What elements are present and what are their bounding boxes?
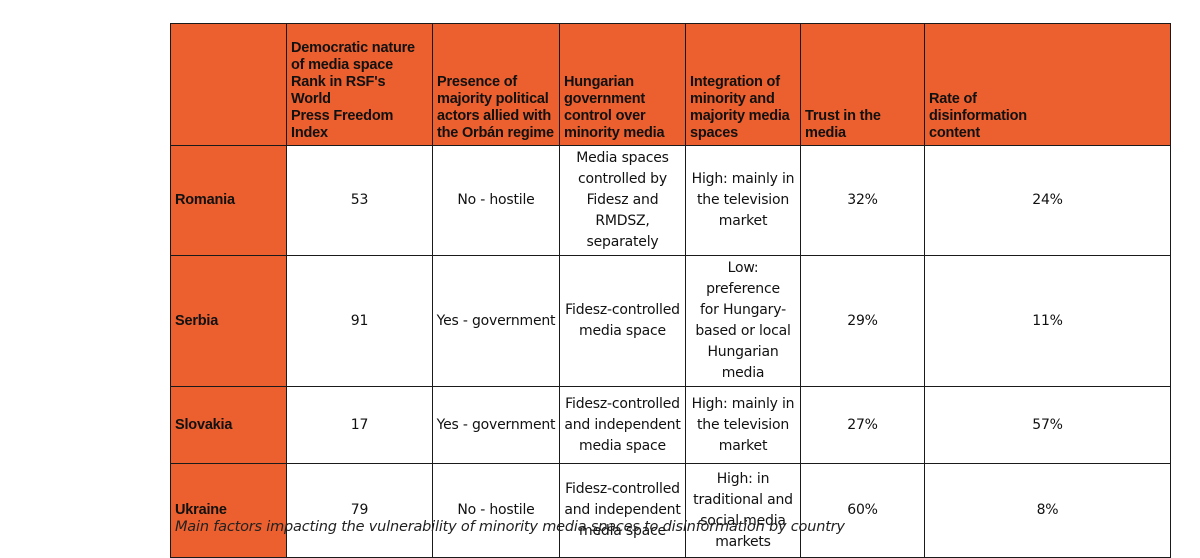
- rank-cell: 79: [286, 463, 433, 558]
- header-integration: Integration of minority and majority med…: [685, 23, 801, 146]
- table-row: Serbia 91 Yes - government Fidesz-contro…: [170, 255, 1171, 387]
- integration-cell: High: in traditional and social media ma…: [685, 463, 801, 558]
- majority-actors-cell: Yes - government: [432, 386, 560, 464]
- integration-cell: Low: preference for Hungary- based or lo…: [685, 255, 801, 387]
- comparison-table: Democratic nature of media space Rank in…: [170, 23, 1171, 558]
- majority-actors-cell: No - hostile: [432, 145, 560, 256]
- disinformation-cell: 11%: [924, 255, 1171, 387]
- disinformation-cell: 24%: [924, 145, 1171, 256]
- trust-cell: 32%: [800, 145, 925, 256]
- table-row: Ukraine 79 No - hostile Fidesz-controlle…: [170, 463, 1171, 558]
- header-government-control: Hungarian government control over minori…: [559, 23, 686, 146]
- table-caption: Main factors impacting the vulnerability…: [175, 519, 845, 535]
- trust-cell: 29%: [800, 255, 925, 387]
- country-cell: Slovakia: [170, 386, 287, 464]
- country-cell: Romania: [170, 145, 287, 256]
- table-row: Romania 53 No - hostile Media spaces con…: [170, 145, 1171, 256]
- disinformation-cell: 57%: [924, 386, 1171, 464]
- country-cell: Serbia: [170, 255, 287, 387]
- header-democratic-nature: Democratic nature of media space Rank in…: [286, 23, 433, 146]
- majority-actors-cell: No - hostile: [432, 463, 560, 558]
- header-majority-actors: Presence of majority political actors al…: [432, 23, 560, 146]
- header-trust: Trust in the media: [800, 23, 925, 146]
- trust-cell: 27%: [800, 386, 925, 464]
- control-cell: Fidesz-controlled and independent media …: [559, 386, 686, 464]
- control-cell: Fidesz-controlled media space: [559, 255, 686, 387]
- disinformation-cell: 8%: [924, 463, 1171, 558]
- control-cell: Media spaces controlled by Fidesz and RM…: [559, 145, 686, 256]
- control-cell: Fidesz-controlled and independent media …: [559, 463, 686, 558]
- integration-cell: High: mainly in the television market: [685, 145, 801, 256]
- table-row: Slovakia 17 Yes - government Fidesz-cont…: [170, 386, 1171, 464]
- majority-actors-cell: Yes - government: [432, 255, 560, 387]
- country-cell: Ukraine: [170, 463, 287, 558]
- rank-cell: 17: [286, 386, 433, 464]
- trust-cell: 60%: [800, 463, 925, 558]
- header-disinformation-rate: Rate of disinformation content: [924, 23, 1171, 146]
- header-row: Democratic nature of media space Rank in…: [170, 23, 1171, 146]
- rank-cell: 53: [286, 145, 433, 256]
- header-corner: [170, 23, 287, 146]
- rank-cell: 91: [286, 255, 433, 387]
- comparison-table-container: Democratic nature of media space Rank in…: [170, 23, 1171, 558]
- integration-cell: High: mainly in the television market: [685, 386, 801, 464]
